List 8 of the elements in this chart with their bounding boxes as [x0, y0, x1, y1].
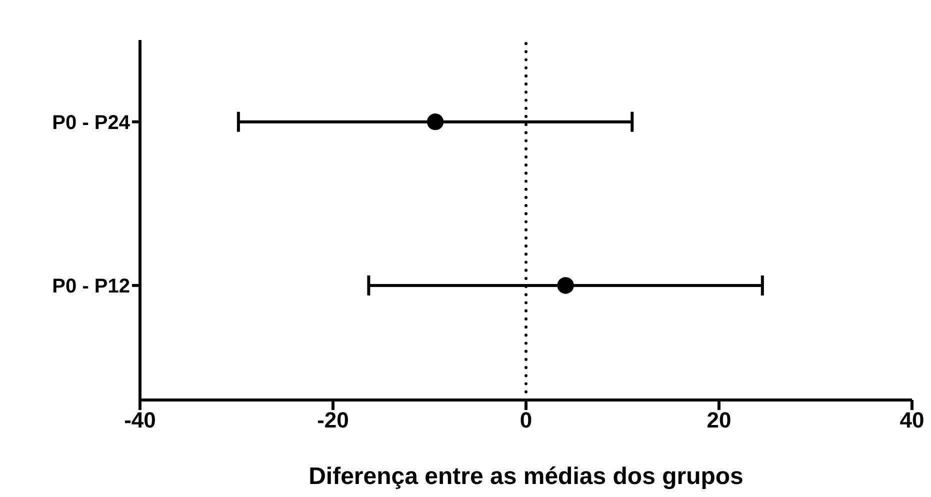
y-tick-label: P0 - P24 [52, 112, 131, 134]
x-tick-label: -40 [124, 408, 156, 433]
x-tick-label: 0 [520, 408, 532, 433]
y-tick-label: P0 - P12 [52, 276, 130, 298]
x-tick-label: -20 [317, 408, 349, 433]
x-tick-label: 20 [706, 408, 732, 433]
x-tick-label: 40 [900, 408, 924, 433]
x-axis-title: Diferença entre as médias dos grupos [308, 463, 744, 490]
